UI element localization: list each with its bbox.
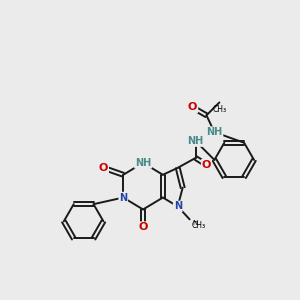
Text: N: N [119, 193, 127, 202]
Text: CH₃: CH₃ [212, 105, 226, 114]
Text: NH: NH [135, 158, 151, 168]
Text: O: O [99, 163, 108, 173]
Text: N: N [192, 220, 197, 226]
Text: N: N [174, 202, 182, 212]
Text: CH₃: CH₃ [192, 221, 206, 230]
Text: O: O [202, 160, 211, 170]
Text: O: O [138, 222, 148, 232]
Text: O: O [188, 102, 197, 112]
Text: NH: NH [188, 136, 204, 146]
Text: NH: NH [206, 127, 223, 137]
